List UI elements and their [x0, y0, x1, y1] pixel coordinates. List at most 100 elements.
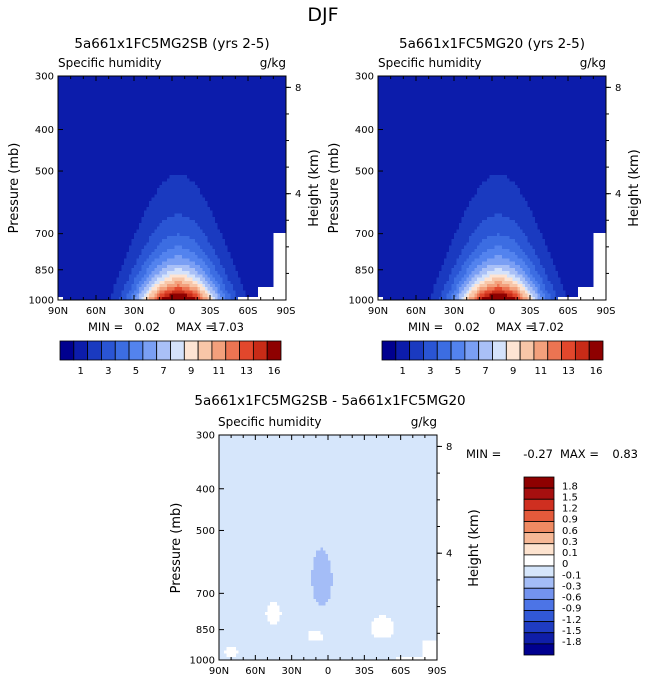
colorbar-label: 13	[562, 366, 575, 377]
y-tick-label: 400	[35, 125, 54, 136]
x-tick-label: 90S	[596, 306, 615, 317]
colorbar-swatch	[523, 643, 555, 656]
colorbar-label: 16	[590, 366, 603, 377]
colorbar-label: 1.5	[562, 492, 578, 503]
colorbar-label: 5	[455, 366, 461, 377]
colorbar-swatch	[523, 476, 555, 489]
x-tick-label: 30N	[444, 306, 464, 317]
y-tick-label: 300	[355, 72, 374, 83]
colorbar-label: 1	[400, 366, 406, 377]
y-tick-label: 500	[35, 167, 54, 178]
panel-left-ylabel-right: Height (km)	[307, 149, 322, 226]
colorbar-swatch	[523, 598, 555, 611]
colorbar-swatch	[183, 340, 199, 361]
panel-left-plot: 90N 60N 30N 0 30S 60S 90S 300 400 500 700 850 1000 8 4	[29, 72, 302, 318]
colorbar-swatch	[225, 340, 240, 361]
x-tick-label: 30S	[355, 666, 374, 677]
colorbar-label: 9	[510, 366, 516, 377]
panel-diff-min-label: MIN =	[466, 447, 501, 461]
height-tick-label: 8	[615, 83, 621, 94]
colorbar-label: 13	[240, 366, 253, 377]
colorbar-swatch	[561, 340, 576, 361]
x-tick-label: 90N	[48, 306, 68, 317]
y-tick-label: 1000	[190, 656, 215, 667]
colorbar-swatch	[197, 340, 213, 361]
panel-right-colorbar: 1 3 5 7 9 11 13 16	[381, 340, 604, 377]
colorbar-label: 0.1	[562, 548, 578, 559]
colorbar-swatch	[381, 340, 397, 361]
panel-left-min-label: MIN =	[88, 320, 123, 334]
panel-right-units: g/kg	[580, 56, 606, 70]
colorbar-swatch	[523, 554, 555, 567]
panel-left-colorbar: 1 3 5 7 9 11 13 16	[59, 340, 282, 377]
colorbar-swatch	[101, 340, 116, 361]
x-tick-label: 60S	[238, 306, 257, 317]
colorbar-swatch	[59, 340, 75, 361]
x-tick-label: 90S	[427, 666, 446, 677]
y-tick-label: 850	[35, 265, 54, 276]
figure-title: DJF	[307, 4, 338, 26]
panel-diff-ylabel-right: Height (km)	[467, 509, 482, 586]
colorbar-swatch	[395, 340, 411, 361]
colorbar-label: 1	[78, 366, 84, 377]
y-tick-label: 400	[196, 484, 215, 495]
colorbar-swatch	[523, 498, 555, 511]
colorbar-label: -0.9	[562, 604, 582, 615]
height-tick-label: 4	[446, 549, 452, 560]
y-tick-label: 1000	[349, 296, 374, 307]
y-tick-label: 1000	[29, 296, 54, 307]
colorbar-swatch	[547, 340, 562, 361]
contour-cells	[378, 76, 607, 301]
colorbar-swatch	[87, 340, 102, 361]
x-tick-label: 60S	[558, 306, 577, 317]
panel-diff-max-label: MAX =	[560, 447, 599, 461]
panel-diff-units: g/kg	[411, 415, 437, 429]
panel-right-subtitle: Specific humidity	[378, 56, 482, 70]
panel-diff-colorbar: 1.81.51.20.90.60.30.10-0.1-0.3-0.6-0.9-1…	[523, 476, 582, 656]
colorbar-swatch	[464, 340, 480, 361]
y-tick-label: 500	[355, 167, 374, 178]
colorbar-swatch	[523, 576, 555, 589]
panel-right-title: 5a661x1FC5MG20 (yrs 2-5)	[399, 36, 585, 52]
panel-left-ylabel: Pressure (mb)	[7, 143, 22, 234]
colorbar-swatch	[128, 340, 144, 361]
x-tick-label: 0	[169, 306, 175, 317]
colorbar-swatch	[239, 340, 254, 361]
colorbar-swatch	[436, 340, 452, 361]
colorbar-label: -1.8	[562, 637, 582, 648]
colorbar-swatch	[156, 340, 171, 361]
colorbar-swatch	[533, 340, 549, 361]
colorbar-swatch	[523, 487, 555, 500]
colorbar-label: -0.6	[562, 593, 582, 604]
x-tick-label: 90S	[276, 306, 295, 317]
colorbar-label: 16	[268, 366, 281, 377]
y-tick-label: 700	[196, 589, 215, 600]
x-tick-label: 0	[325, 666, 331, 677]
colorbar-swatch	[523, 543, 555, 556]
panel-right-max-label: MAX =	[496, 320, 535, 334]
x-tick-label: 30S	[200, 306, 219, 317]
x-tick-label: 90N	[209, 666, 229, 677]
panel-left-subtitle: Specific humidity	[58, 56, 162, 70]
colorbar-swatch	[523, 610, 555, 623]
colorbar-label: -0.3	[562, 581, 582, 592]
colorbar-label: 0.9	[562, 515, 578, 526]
colorbar-swatch	[523, 509, 555, 522]
colorbar-label: 7	[482, 366, 488, 377]
x-tick-label: 60S	[391, 666, 410, 677]
colorbar-label: -1.2	[562, 615, 582, 626]
colorbar-swatch	[478, 340, 493, 361]
colorbar-swatch	[266, 340, 282, 361]
colorbar-label: 1.2	[562, 504, 578, 515]
colorbar-swatch	[519, 340, 535, 361]
panel-right-min-label: MIN =	[408, 320, 443, 334]
x-tick-label: 60N	[245, 666, 265, 677]
panel-left-min-value: 0.02	[134, 320, 160, 334]
height-tick-label: 4	[615, 189, 621, 200]
colorbar-swatch	[211, 340, 227, 361]
y-tick-label: 700	[35, 229, 54, 240]
colorbar-label: 11	[212, 366, 225, 377]
y-tick-label: 500	[196, 526, 215, 537]
colorbar-swatch	[409, 340, 424, 361]
colorbar-swatch	[523, 587, 555, 600]
